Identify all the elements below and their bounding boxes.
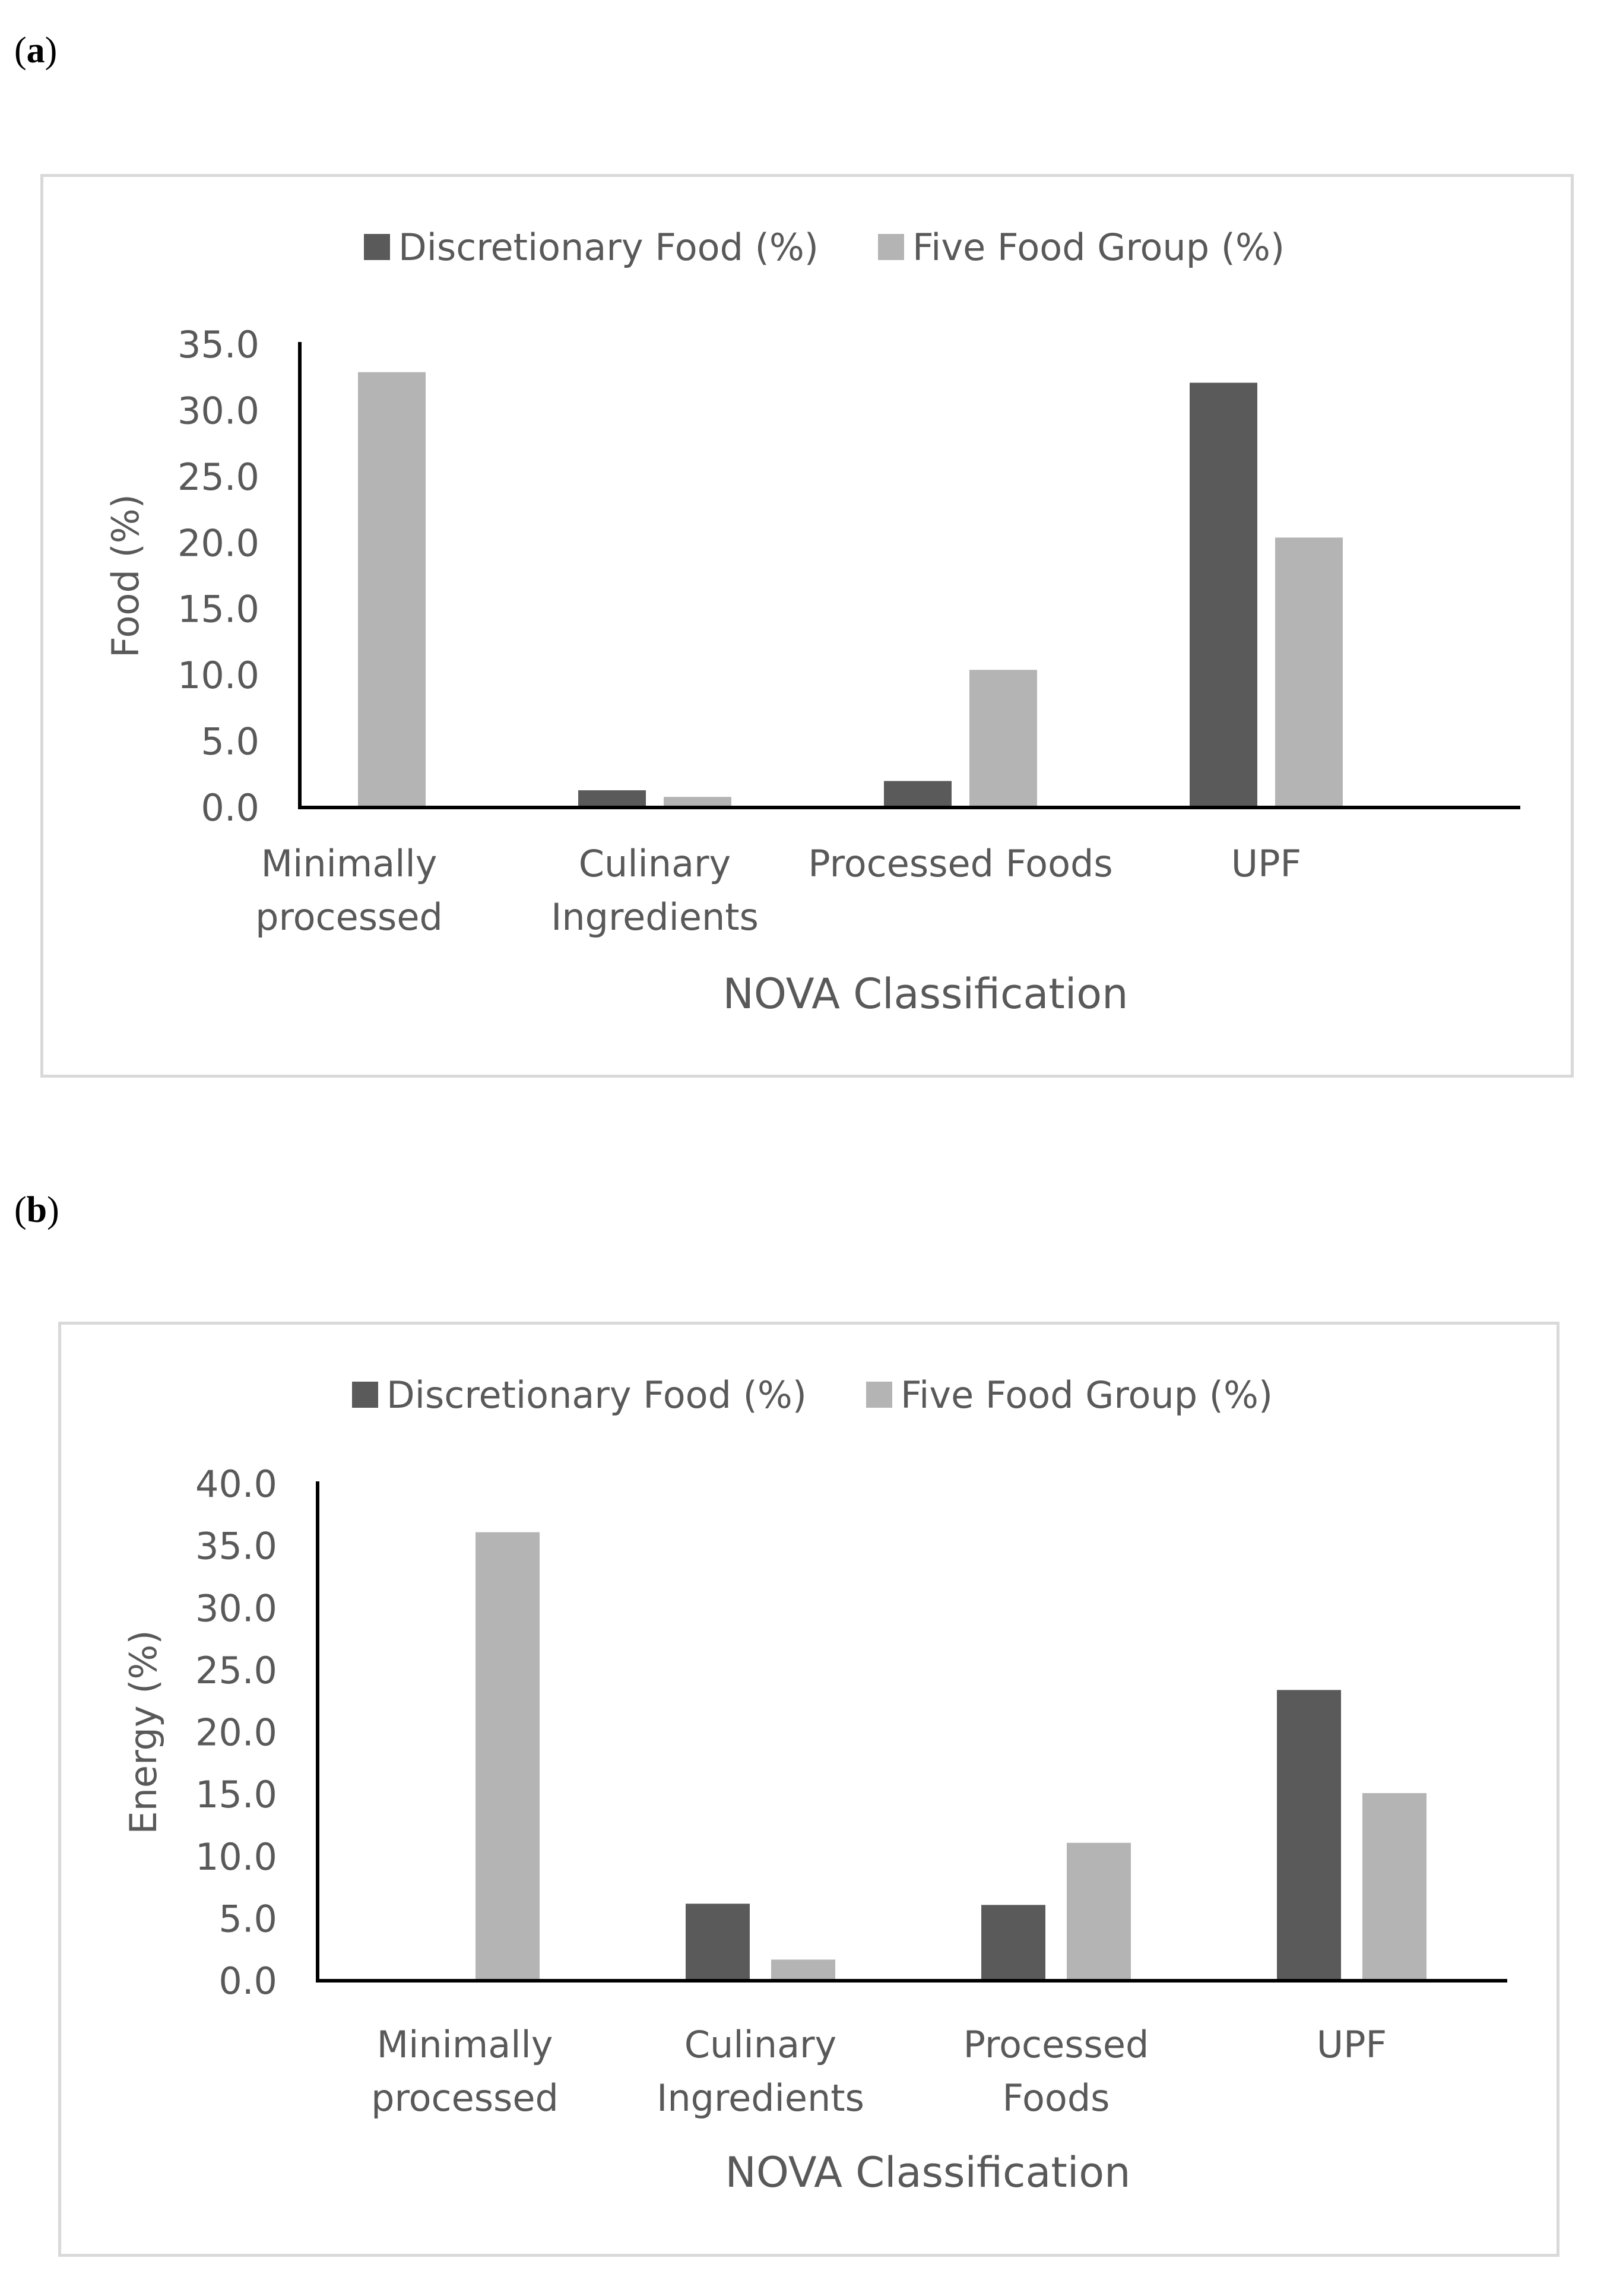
y-tick-label: 0.0	[218, 1959, 277, 2003]
bar-discretionary-3	[981, 1905, 1045, 1981]
bar-five-food-group-4	[1362, 1793, 1427, 1981]
y-tick-label: 5.0	[218, 1897, 277, 1940]
y-tick-label: 5.0	[201, 720, 259, 764]
legend-label-2: Five Food Group (%)	[912, 226, 1285, 269]
bar-five-food-group-4	[1275, 537, 1343, 807]
legend-label-2: Five Food Group (%)	[901, 1373, 1273, 1417]
x-axis-label: NOVA Classification	[723, 970, 1128, 1018]
chart-a-svg: Discretionary Food (%) Five Food Group (%…	[104, 226, 1520, 1018]
legend-swatch-2	[878, 234, 904, 260]
y-tick-label: 0.0	[201, 786, 259, 829]
chart-frame-a: Discretionary Food (%) Five Food Group (%…	[40, 174, 1574, 1078]
y-tick-label: 15.0	[177, 588, 259, 631]
x-tick-label-4: UPF	[1317, 2023, 1387, 2066]
bar-discretionary-2	[578, 790, 646, 807]
x-tick-label-2: Culinary	[684, 2023, 837, 2066]
x-tick-label-3: Processed Foods	[808, 842, 1112, 885]
bar-five-food-group-2	[771, 1959, 835, 1981]
chart-frame-b: Discretionary Food (%) Five Food Group (%…	[58, 1322, 1559, 2257]
y-tick-label: 30.0	[177, 389, 259, 432]
y-tick-label: 10.0	[195, 1835, 277, 1879]
y-tick-label: 10.0	[177, 654, 259, 697]
bar-five-food-group-1	[476, 1532, 540, 1981]
x-tick-label-1: Minimally	[261, 842, 438, 885]
panel-label-a: (a)	[14, 30, 58, 71]
bar-five-food-group-2	[664, 797, 731, 807]
x-tick-label-1: processed	[255, 895, 443, 939]
x-axis-label: NOVA Classification	[725, 2148, 1131, 2197]
legend-swatch-1	[352, 1382, 378, 1408]
y-tick-label: 35.0	[195, 1525, 277, 1568]
legend-label-1: Discretionary Food (%)	[386, 1373, 807, 1417]
y-tick-label: 20.0	[177, 521, 259, 565]
x-tick-label-2: Ingredients	[657, 2076, 864, 2120]
x-tick-label-2: Culinary	[579, 842, 731, 885]
y-tick-label: 40.0	[195, 1462, 277, 1506]
x-tick-label-2: Ingredients	[551, 895, 759, 939]
legend-label-1: Discretionary Food (%)	[398, 226, 819, 269]
y-tick-label: 25.0	[195, 1649, 277, 1692]
y-tick-label: 15.0	[195, 1773, 277, 1816]
y-axis-label: Energy (%)	[122, 1630, 165, 1834]
x-tick-label-1: Minimally	[377, 2023, 553, 2066]
legend-swatch-2	[866, 1382, 892, 1408]
bar-discretionary-3	[884, 781, 952, 807]
x-tick-label-3: Processed	[963, 2023, 1149, 2066]
x-tick-label-3: Foods	[1003, 2076, 1110, 2120]
bar-five-food-group-3	[969, 670, 1037, 807]
y-tick-label: 35.0	[177, 323, 259, 366]
y-tick-label: 30.0	[195, 1586, 277, 1630]
bar-discretionary-4	[1190, 382, 1257, 807]
bar-discretionary-4	[1277, 1690, 1341, 1981]
y-tick-label: 25.0	[177, 455, 259, 499]
legend-swatch-1	[364, 234, 390, 260]
y-tick-label: 20.0	[195, 1711, 277, 1755]
bar-five-food-group-1	[358, 372, 426, 807]
x-tick-label-1: processed	[371, 2076, 559, 2120]
bar-five-food-group-3	[1067, 1842, 1131, 1981]
panel-label-b: (b)	[14, 1190, 59, 1230]
bar-discretionary-2	[686, 1904, 750, 1981]
x-tick-label-4: UPF	[1231, 842, 1301, 885]
chart-b-svg: Discretionary Food (%) Five Food Group (%…	[122, 1373, 1507, 2197]
y-axis-label: Food (%)	[104, 494, 147, 658]
